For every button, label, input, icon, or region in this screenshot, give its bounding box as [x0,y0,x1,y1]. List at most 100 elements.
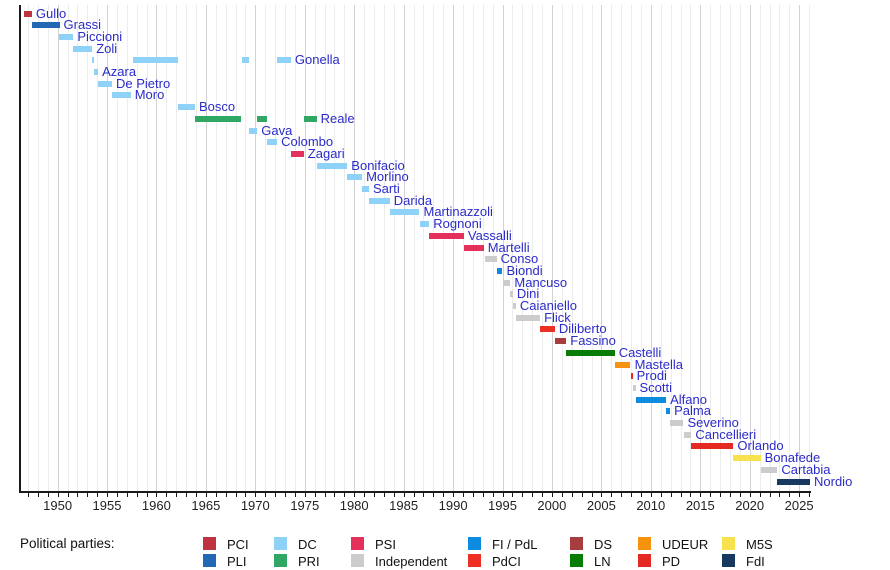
term-bar [303,115,317,122]
axis-tick-label: 2015 [685,498,715,513]
minister-label: Gonella [294,52,340,68]
term-bar [484,256,497,263]
term-bar [257,115,268,122]
axis-tick [403,493,405,497]
minister-label: Dini [516,286,540,302]
minister-label: Severino [687,415,739,430]
legend-item-label: M5S [746,537,773,552]
axis-tick [285,493,286,497]
axis-tick-label: 1990 [438,498,468,513]
axis-tick-label: 1955 [92,498,122,513]
axis-tick [215,493,217,497]
axis-tick [344,493,346,497]
axis-tick [551,493,553,497]
axis-tick [700,493,702,497]
axis-tick [304,493,306,497]
gridline [344,5,346,491]
legend-item-label: FI / PdL [492,537,538,552]
gridline [107,5,108,491]
axis-tick [581,493,583,497]
gridline [522,5,524,491]
minister-label: Zoli [96,40,118,56]
gridline [640,5,642,491]
minister-label: Prodi [636,368,667,384]
term-bar [58,33,74,40]
gridline [205,5,207,491]
minister-label: Mancuso [514,274,568,290]
minister-label: Caianiello [519,298,577,313]
axis-tick [87,493,89,497]
minister-label: Rognoni [433,216,482,232]
gridline [166,5,168,491]
gridline [571,5,573,491]
axis-tick [472,493,474,497]
term-bar [635,396,667,403]
term-bar [267,139,278,146]
legend-swatch [468,554,481,567]
minister-label: Darida [393,192,433,208]
legend-swatch [203,554,216,567]
term-bar [630,373,633,380]
term-bar [614,361,631,368]
axis-tick [680,493,682,497]
gridline [621,5,623,491]
term-bar [510,291,513,298]
axis-tick [107,493,108,497]
term-bar [362,186,369,192]
gridline [364,5,366,491]
axis-tick-label: 1985 [389,498,419,513]
axis-tick [383,493,385,497]
axis-tick [561,493,563,497]
gridline [374,5,375,491]
minister-label: Cartabia [781,461,831,477]
gridline [739,5,741,491]
y-axis-line [19,5,21,492]
axis-tick [374,493,375,497]
axis-tick [67,493,69,497]
axis-tick [601,493,603,497]
term-bar [31,22,60,29]
term-bar [683,431,692,438]
axis-tick [364,493,366,497]
gridline [670,5,672,491]
legend-item-label: PCI [227,537,249,552]
minister-label: Azara [102,64,137,79]
gridline [789,5,791,491]
axis-tick [225,493,227,497]
axis-tick [196,493,197,497]
axis-tick [492,493,494,497]
axis-tick [47,493,49,497]
term-bar [733,455,761,462]
legend-swatch [274,554,287,567]
axis-tick [720,493,721,497]
gridline [116,5,118,491]
gridline [146,5,148,491]
axis-tick [650,493,652,497]
gridline [601,5,603,491]
axis-tick-label: 1995 [488,498,517,513]
gridline [512,5,514,491]
axis-tick [205,493,207,497]
axis-tick [294,493,296,497]
term-bar [178,104,195,111]
axis-tick [660,493,662,497]
gridline [551,5,553,491]
gridline [225,5,227,491]
gridline [542,5,544,491]
axis-tick [57,493,59,497]
minister-label: Grassi [63,17,102,33]
legend-item-label: LN [594,554,611,569]
axis-tick [334,493,336,497]
axis-tick-label: 2005 [586,498,616,513]
gridline [37,5,39,491]
gridline [156,5,158,491]
axis-tick [156,493,158,497]
minister-label: Colombo [281,134,334,150]
axis-tick [789,493,791,497]
term-bar [554,338,567,345]
legend-swatch [570,537,583,550]
axis-tick [314,493,316,497]
minister-label: Gava [261,122,293,138]
axis-tick [502,493,504,497]
minister-label: Cancellieri [695,426,757,442]
